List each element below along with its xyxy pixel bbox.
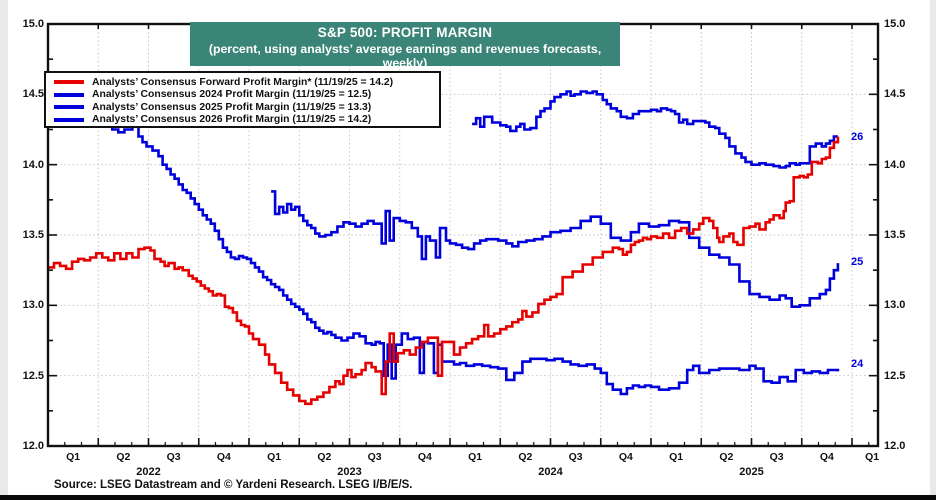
legend-label: Analysts’ Consensus 2026 Profit Margin (… xyxy=(92,114,372,126)
y-axis-label-left: 14.5 xyxy=(22,88,44,101)
bottom-border-bar xyxy=(0,495,936,500)
legend: Analysts’ Consensus Forward Profit Margi… xyxy=(44,71,441,128)
x-axis-quarter-label: Q3 xyxy=(166,451,181,463)
legend-line-swatch xyxy=(54,92,84,97)
x-axis-quarter-label: Q3 xyxy=(367,451,382,463)
x-axis-quarter-label: Q4 xyxy=(618,451,633,463)
legend-label: Analysts’ Consensus Forward Profit Margi… xyxy=(92,76,394,88)
chart-title: S&P 500: PROFIT MARGIN xyxy=(317,25,493,40)
x-axis-quarter-label: Q1 xyxy=(468,451,483,463)
x-axis-quarter-label: Q2 xyxy=(317,451,332,463)
x-axis-year-label: 2025 xyxy=(739,466,764,478)
series-end-label: 24 xyxy=(851,358,864,371)
x-axis-quarter-label: Q1 xyxy=(865,451,880,463)
y-axis-label-left: 12.5 xyxy=(22,369,44,382)
y-axis-label-left: 15.0 xyxy=(22,18,44,30)
legend-label: Analysts’ Consensus 2025 Profit Margin (… xyxy=(92,101,372,113)
series-line xyxy=(100,118,840,396)
legend-label: Analysts’ Consensus 2024 Profit Margin (… xyxy=(92,89,372,101)
x-axis-quarter-label: Q4 xyxy=(216,451,231,463)
x-axis-quarter-label: Q3 xyxy=(769,451,784,463)
x-axis-year-label: 2022 xyxy=(136,466,161,478)
x-axis-quarter-label: Q1 xyxy=(66,451,81,463)
y-axis-label-left: 14.0 xyxy=(22,158,44,171)
legend-line-swatch xyxy=(54,80,84,85)
x-axis-year-label: 2024 xyxy=(538,466,563,478)
x-axis-quarter-label: Q2 xyxy=(518,451,533,463)
y-axis-label-right: 13.5 xyxy=(884,229,906,241)
y-axis-label-right: 12.0 xyxy=(884,440,906,452)
series-line xyxy=(472,90,838,169)
legend-line-swatch xyxy=(54,105,84,110)
chart-title-box: S&P 500: PROFIT MARGIN (percent, using a… xyxy=(190,22,620,70)
series-line xyxy=(48,136,840,406)
y-axis-label-left: 13.0 xyxy=(22,299,44,312)
legend-item: Analysts’ Consensus 2026 Profit Margin (… xyxy=(51,114,439,127)
y-axis-label-left: 12.0 xyxy=(22,440,44,452)
x-axis-quarter-label: Q1 xyxy=(669,451,684,463)
x-axis-quarter-label: Q2 xyxy=(116,451,131,463)
legend-item: Analysts’ Consensus 2025 Profit Margin (… xyxy=(51,101,439,114)
y-axis-label-right: 14.5 xyxy=(884,88,906,101)
x-axis-quarter-label: Q4 xyxy=(417,451,432,463)
source-note: Source: LSEG Datastream and © Yardeni Re… xyxy=(54,479,413,491)
chart-subtitle: (percent, using analysts’ average earnin… xyxy=(208,42,602,70)
legend-item: Analysts’ Consensus 2024 Profit Margin (… xyxy=(51,89,439,102)
y-axis-label-right: 14.0 xyxy=(884,158,906,171)
series-end-label: 26 xyxy=(851,130,864,143)
y-axis-label-right: 15.0 xyxy=(884,18,906,30)
legend-line-swatch xyxy=(54,117,84,122)
y-axis-label-right: 13.0 xyxy=(884,299,906,312)
x-axis-quarter-label: Q4 xyxy=(819,451,834,463)
x-axis-quarter-label: Q3 xyxy=(568,451,583,463)
series-line xyxy=(271,190,840,308)
y-axis-label-right: 12.5 xyxy=(884,369,906,382)
y-axis-label-left: 13.5 xyxy=(22,229,44,241)
series-end-label: 25 xyxy=(851,255,864,268)
legend-item: Analysts’ Consensus Forward Profit Margi… xyxy=(51,76,439,89)
x-axis-quarter-label: Q1 xyxy=(267,451,282,463)
x-axis-year-label: 2023 xyxy=(337,466,362,478)
x-axis-quarter-label: Q2 xyxy=(719,451,734,463)
